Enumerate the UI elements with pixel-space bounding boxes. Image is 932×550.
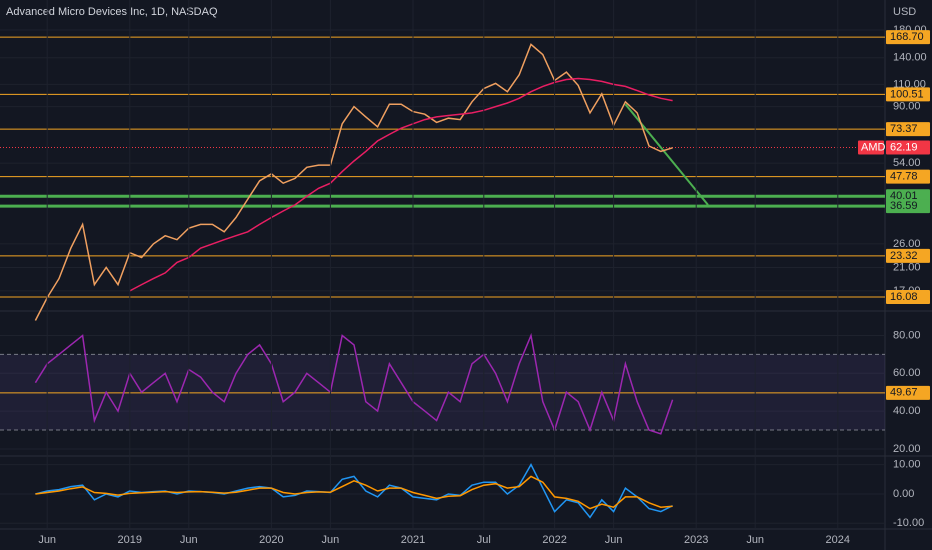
level-label-box bbox=[886, 199, 930, 214]
level-label: 100.51 bbox=[890, 88, 924, 100]
level-label-box bbox=[886, 169, 930, 184]
level-label: 47.78 bbox=[890, 171, 918, 183]
level-label: 23.32 bbox=[890, 250, 918, 262]
unit-label: USD bbox=[893, 6, 916, 18]
level-label: 16.08 bbox=[890, 291, 918, 303]
x-tick-label: Jun bbox=[38, 534, 56, 546]
level-label: 62.19 bbox=[890, 141, 918, 153]
rsi-band bbox=[0, 354, 885, 431]
trend-line bbox=[624, 103, 709, 206]
level-label-box bbox=[886, 140, 930, 155]
y-tick-label: 10.00 bbox=[893, 459, 921, 471]
level-label-box bbox=[886, 87, 930, 102]
symbol-tag: AMD bbox=[861, 141, 886, 153]
y-tick-label: 140.00 bbox=[893, 52, 927, 64]
series-line bbox=[129, 77, 673, 292]
x-tick-label: 2022 bbox=[542, 534, 566, 546]
level-label-box bbox=[886, 290, 930, 305]
symbol-tag-box bbox=[858, 140, 884, 155]
level-label-box bbox=[886, 248, 930, 263]
x-tick-label: Jun bbox=[605, 534, 623, 546]
x-tick-label: Jun bbox=[180, 534, 198, 546]
level-label: 168.70 bbox=[890, 31, 924, 43]
y-tick-label: 80.00 bbox=[893, 329, 921, 341]
level-label-box bbox=[886, 30, 930, 45]
x-tick-label: Jun bbox=[746, 534, 764, 546]
x-tick-label: 2019 bbox=[118, 534, 142, 546]
series-line bbox=[34, 43, 673, 321]
x-tick-label: 2021 bbox=[401, 534, 425, 546]
level-label-box bbox=[886, 385, 930, 400]
y-tick-label: 21.00 bbox=[893, 261, 921, 273]
level-label: 36.59 bbox=[890, 200, 918, 212]
y-tick-label: 60.00 bbox=[893, 367, 921, 379]
x-tick-label: 2024 bbox=[826, 534, 850, 546]
x-tick-label: 2020 bbox=[259, 534, 283, 546]
y-tick-label: 0.00 bbox=[893, 488, 914, 500]
y-tick-label: 90.00 bbox=[893, 101, 921, 113]
y-tick-label: 26.00 bbox=[893, 238, 921, 250]
series-line bbox=[35, 475, 673, 510]
series-line bbox=[34, 332, 674, 435]
chart-title: Advanced Micro Devices Inc, 1D, NASDAQ bbox=[6, 6, 218, 18]
x-tick-label: 2023 bbox=[684, 534, 708, 546]
x-tick-label: Jun bbox=[322, 534, 340, 546]
y-tick-label: 110.00 bbox=[893, 78, 926, 90]
y-tick-label: 54.00 bbox=[893, 157, 921, 169]
level-label-box bbox=[886, 122, 930, 137]
y-tick-label: 20.00 bbox=[893, 443, 921, 455]
y-tick-label: -10.00 bbox=[893, 517, 924, 529]
x-tick-label: Jul bbox=[477, 534, 491, 546]
level-label: 73.37 bbox=[890, 123, 918, 135]
y-tick-label: 40.00 bbox=[893, 405, 921, 417]
level-label: 49.67 bbox=[890, 387, 918, 399]
